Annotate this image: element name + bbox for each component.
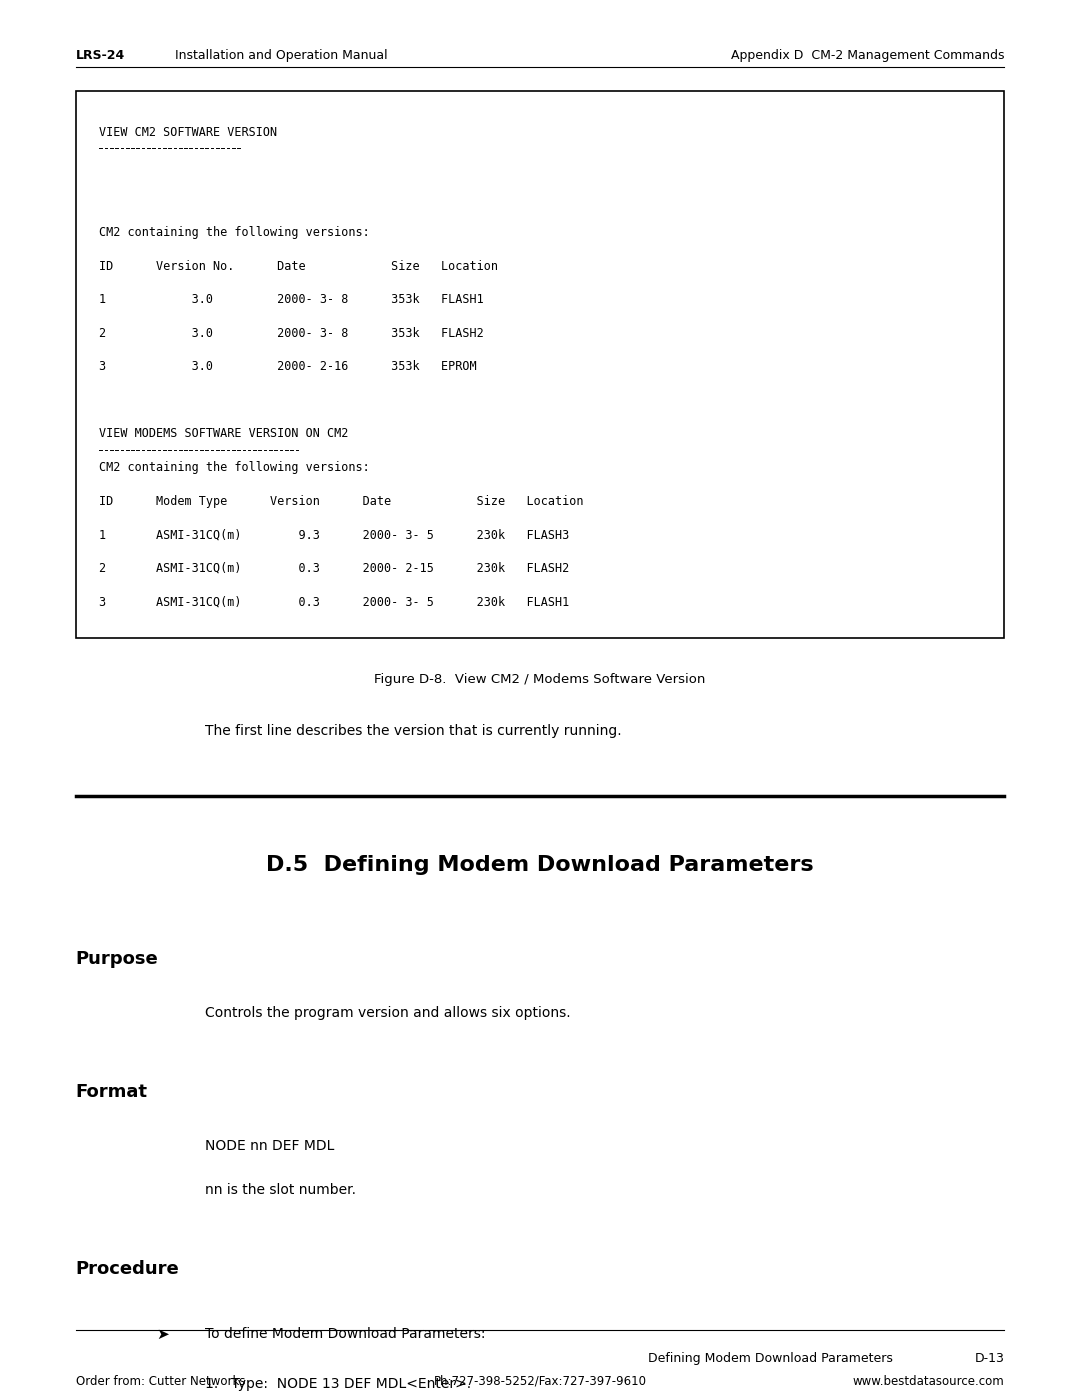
Text: Controls the program version and allows six options.: Controls the program version and allows … bbox=[205, 1006, 571, 1020]
Text: ID      Modem Type      Version      Date            Size   Location: ID Modem Type Version Date Size Location bbox=[99, 495, 584, 507]
Text: NODE nn DEF MDL: NODE nn DEF MDL bbox=[205, 1139, 335, 1153]
Text: www.bestdatasource.com: www.bestdatasource.com bbox=[852, 1375, 1004, 1387]
Text: 3       ASMI-31CQ(m)        0.3      2000- 3- 5      230k   FLASH1: 3 ASMI-31CQ(m) 0.3 2000- 3- 5 230k FLASH… bbox=[99, 595, 569, 608]
Text: Ph:727-398-5252/Fax:727-397-9610: Ph:727-398-5252/Fax:727-397-9610 bbox=[433, 1375, 647, 1387]
Text: 1       ASMI-31CQ(m)        9.3      2000- 3- 5      230k   FLASH3: 1 ASMI-31CQ(m) 9.3 2000- 3- 5 230k FLASH… bbox=[99, 528, 569, 541]
Text: D.5  Defining Modem Download Parameters: D.5 Defining Modem Download Parameters bbox=[266, 855, 814, 875]
Text: CM2 containing the following versions:: CM2 containing the following versions: bbox=[99, 461, 370, 474]
Text: Order from: Cutter Networks: Order from: Cutter Networks bbox=[76, 1375, 245, 1387]
Text: Procedure: Procedure bbox=[76, 1260, 179, 1278]
Text: VIEW CM2 SOFTWARE VERSION: VIEW CM2 SOFTWARE VERSION bbox=[99, 126, 278, 138]
Text: Defining Modem Download Parameters: Defining Modem Download Parameters bbox=[648, 1352, 893, 1365]
Text: 2            3.0         2000- 3- 8      353k   FLASH2: 2 3.0 2000- 3- 8 353k FLASH2 bbox=[99, 327, 484, 339]
Text: ➤: ➤ bbox=[157, 1327, 170, 1343]
Text: CM2 containing the following versions:: CM2 containing the following versions: bbox=[99, 226, 370, 239]
Text: nn is the slot number.: nn is the slot number. bbox=[205, 1183, 356, 1197]
Text: Format: Format bbox=[76, 1083, 148, 1101]
Text: ID      Version No.      Date            Size   Location: ID Version No. Date Size Location bbox=[99, 260, 498, 272]
Text: D-13: D-13 bbox=[974, 1352, 1004, 1365]
FancyBboxPatch shape bbox=[76, 91, 1004, 638]
Text: Appendix D  CM-2 Management Commands: Appendix D CM-2 Management Commands bbox=[731, 49, 1004, 61]
Text: The first line describes the version that is currently running.: The first line describes the version tha… bbox=[205, 724, 622, 738]
Text: 1            3.0         2000- 3- 8      353k   FLASH1: 1 3.0 2000- 3- 8 353k FLASH1 bbox=[99, 293, 484, 306]
Text: 1.   Type:  NODE 13 DEF MDL<Enter>.: 1. Type: NODE 13 DEF MDL<Enter>. bbox=[205, 1377, 471, 1391]
Text: Figure D-8.  View CM2 / Modems Software Version: Figure D-8. View CM2 / Modems Software V… bbox=[375, 673, 705, 686]
Text: VIEW MODEMS SOFTWARE VERSION ON CM2: VIEW MODEMS SOFTWARE VERSION ON CM2 bbox=[99, 427, 349, 440]
Text: 3            3.0         2000- 2-16      353k   EPROM: 3 3.0 2000- 2-16 353k EPROM bbox=[99, 360, 477, 373]
Text: Purpose: Purpose bbox=[76, 950, 159, 968]
Text: Installation and Operation Manual: Installation and Operation Manual bbox=[171, 49, 388, 61]
Text: To define Modem Download Parameters:: To define Modem Download Parameters: bbox=[205, 1327, 486, 1341]
Text: 2       ASMI-31CQ(m)        0.3      2000- 2-15      230k   FLASH2: 2 ASMI-31CQ(m) 0.3 2000- 2-15 230k FLASH… bbox=[99, 562, 569, 574]
Text: LRS-24: LRS-24 bbox=[76, 49, 125, 61]
